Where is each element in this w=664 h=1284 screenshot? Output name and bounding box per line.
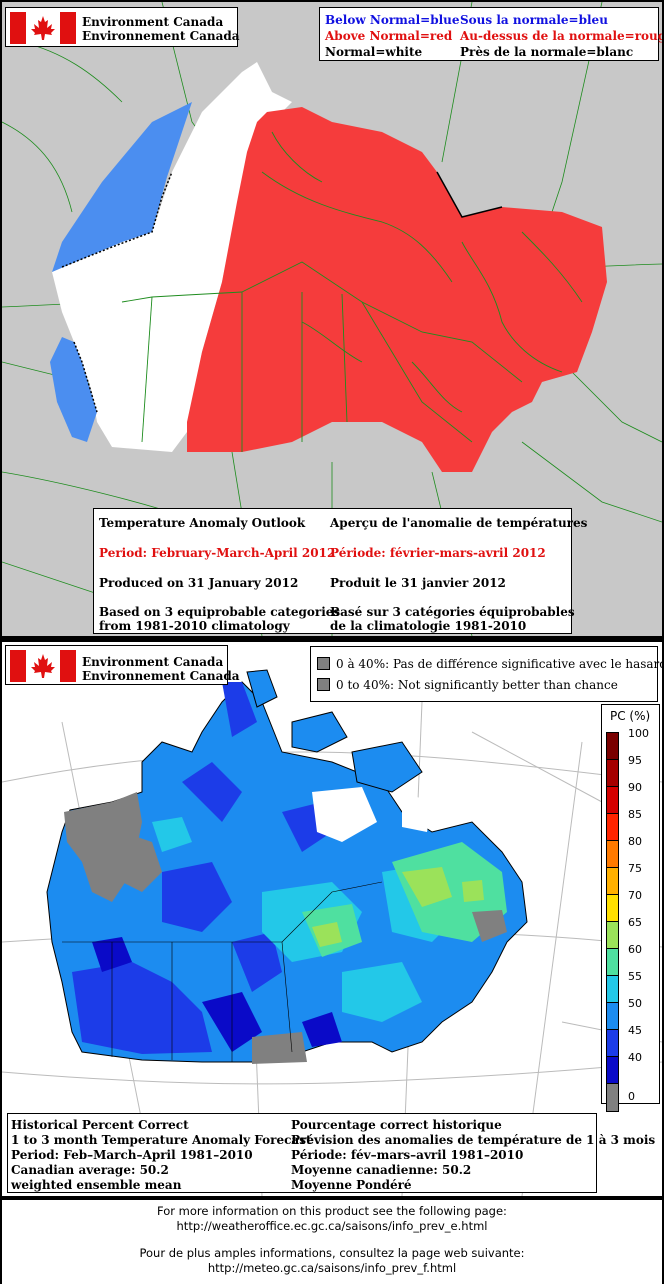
- grey-swatch: [317, 657, 330, 670]
- environment-canada-logo: Environment Canada Environnement Canada: [5, 7, 240, 47]
- hpc-l4-fr: Moyenne canadienne: 50.2: [291, 1163, 472, 1177]
- outlook-map-panel: Environment Canada Environnement Canada …: [2, 2, 662, 636]
- scale-label: 70: [628, 889, 642, 902]
- scale-label: 50: [628, 997, 642, 1010]
- info-based1-fr: Basé sur 3 catégories équiprobables: [330, 605, 575, 619]
- scale-label: 60: [628, 943, 642, 956]
- hpc-l4-en: Canadian average: 50.2: [11, 1163, 169, 1177]
- info-based2-fr: de la climatologie 1981-2010: [330, 619, 527, 633]
- scale-label: 45: [628, 1024, 642, 1037]
- arctic-islands: [246, 669, 423, 793]
- grey-swatch: [317, 678, 330, 691]
- legend-normal-en: Normal=white: [325, 45, 423, 59]
- category-legend: Below Normal=blue Sous la normale=bleu A…: [319, 7, 662, 61]
- scale-label: 75: [628, 862, 642, 875]
- significance-fr-row: 0 à 40%: Pas de différence significative…: [317, 657, 662, 671]
- info-title-fr: Aperçu de l'anomalie de températures: [330, 516, 588, 530]
- scale-swatch: [606, 786, 619, 815]
- hpc-l2-en: 1 to 3 month Temperature Anomaly Forecas…: [11, 1133, 312, 1147]
- province-borders: [62, 881, 383, 1062]
- skill-map-panel: Environment Canada Environnement Canada …: [2, 642, 662, 1196]
- skill-info-box: Historical Percent Correct 1 to 3 month …: [7, 1113, 655, 1193]
- scale-swatch: [606, 732, 619, 761]
- scale-title: PC (%): [610, 709, 651, 723]
- above-boundary: [436, 171, 503, 218]
- footer-fr-link[interactable]: http://meteo.gc.ca/saisons/info_prev_f.h…: [207, 1261, 457, 1275]
- scale-swatch: [606, 813, 619, 842]
- scale-label: 40: [628, 1051, 642, 1064]
- canada-flag-icon: [10, 12, 76, 44]
- footer-en: For more information on this product see…: [2, 1200, 662, 1243]
- hpc-l2-fr: Prévision des anomalies de température d…: [291, 1133, 656, 1147]
- below-boundary: [61, 171, 173, 268]
- skill-45-patches: [72, 682, 332, 1054]
- scale-swatch: [606, 759, 619, 788]
- scale-swatch: [606, 1056, 619, 1085]
- scale-swatch: [606, 1002, 619, 1031]
- logo-line-fr: Environnement Canada: [82, 669, 240, 683]
- scale-swatch: [606, 921, 619, 950]
- scale-swatch: [606, 840, 619, 869]
- logo-line-en: Environment Canada: [82, 655, 224, 669]
- footer-en-text: For more information on this product see…: [157, 1204, 507, 1218]
- info-based1-en: Based on 3 equiprobable categories: [99, 605, 341, 619]
- environment-canada-logo-bottom: Environment Canada Environnement Canada: [5, 645, 240, 685]
- legend-below-en: Below Normal=blue: [325, 13, 460, 27]
- info-period-en: Period: February-March-April 2012: [99, 546, 336, 560]
- above-region: [187, 107, 607, 472]
- significance-en: 0 to 40%: Not significantly better than …: [336, 678, 618, 692]
- logo-line-en: Environment Canada: [82, 15, 224, 29]
- scale-swatch: [606, 867, 619, 896]
- info-based2-en: from 1981-2010 climatology: [99, 619, 290, 633]
- footer-en-link[interactable]: http://weatheroffice.ec.gc.ca/saisons/in…: [176, 1219, 488, 1233]
- scale-swatch: [606, 1083, 619, 1112]
- logo-line-fr: Environnement Canada: [82, 29, 240, 43]
- footer-fr: Pour de plus amples informations, consul…: [2, 1242, 662, 1284]
- outlook-info-box: Temperature Anomaly Outlook Aperçu de l'…: [93, 508, 587, 634]
- canada-skill-base: [46, 681, 528, 1063]
- outlook-map: [2, 2, 662, 636]
- info-produced-en: Produced on 31 January 2012: [99, 576, 299, 590]
- below-region: [52, 102, 192, 272]
- scale-swatch: [606, 1029, 619, 1058]
- scale-label: 90: [628, 781, 642, 794]
- footer-fr-text: Pour de plus amples informations, consul…: [139, 1246, 525, 1260]
- hpc-l1-fr: Pourcentage correct historique: [291, 1118, 502, 1132]
- scale-swatch: [606, 948, 619, 977]
- significance-legend: 0 à 40%: Pas de différence significative…: [310, 646, 662, 702]
- scale-swatch: [606, 975, 619, 1004]
- scale-label: 0: [628, 1090, 635, 1103]
- below-boundary-coast: [73, 341, 98, 413]
- scale-label: 65: [628, 916, 642, 929]
- normal-region: [52, 62, 292, 452]
- scale-swatch: [606, 894, 619, 923]
- hpc-l1-en: Historical Percent Correct: [11, 1118, 189, 1132]
- legend-below-fr: Sous la normale=bleu: [460, 13, 608, 27]
- scale-label: 80: [628, 835, 642, 848]
- scale-label: 55: [628, 970, 642, 983]
- not-significant-regions: [64, 792, 507, 1064]
- legend-normal-fr: Près de la normale=blanc: [460, 45, 634, 59]
- scale-label: 85: [628, 808, 642, 821]
- hpc-l5-fr: Moyenne Pondéré: [291, 1178, 412, 1192]
- skill-map: [2, 669, 662, 1196]
- legend-above-fr: Au-dessus de la normale=rouge: [460, 29, 662, 43]
- significance-fr: 0 à 40%: Pas de différence significative…: [336, 657, 662, 671]
- info-produced-fr: Produit le 31 janvier 2012: [330, 576, 506, 590]
- canada-flag-icon: [10, 650, 76, 682]
- below-region-coast: [50, 337, 97, 442]
- scale-label: 100: [628, 727, 649, 740]
- water-bodies: [312, 787, 432, 842]
- info-title-en: Temperature Anomaly Outlook: [99, 516, 306, 530]
- info-period-fr: Période: février-mars-avril 2012: [330, 546, 546, 560]
- pc-color-scale: PC (%) 100 95 90 85 80 75 70 65 60 55 50 45 40 0: [601, 704, 660, 1112]
- province-lines: [121, 131, 583, 452]
- skill-65-patches: [312, 867, 484, 947]
- hpc-l5-en: weighted ensemble mean: [11, 1178, 182, 1192]
- legend-above-en: Above Normal=red: [325, 29, 453, 43]
- hpc-l3-en: Period: Feb–March–April 1981–2010: [11, 1148, 253, 1162]
- hpc-l3-fr: Période: fév–mars–avril 1981–2010: [291, 1148, 524, 1162]
- scale-label: 95: [628, 754, 642, 767]
- significance-en-row: 0 to 40%: Not significantly better than …: [317, 678, 618, 692]
